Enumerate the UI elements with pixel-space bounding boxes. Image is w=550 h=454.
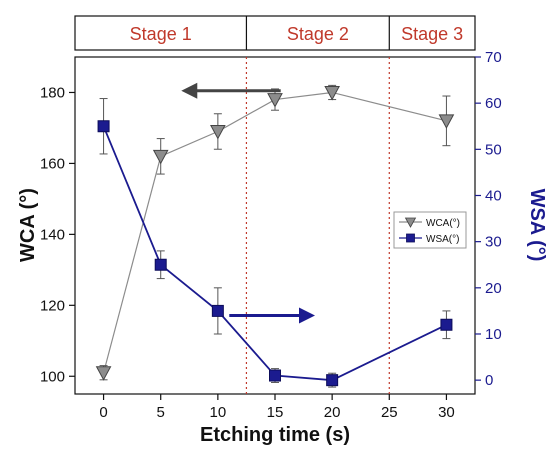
legend-label: WSA(°) [426,234,459,245]
data-point [211,304,224,317]
legend-marker [404,217,417,228]
series-wca [95,84,455,381]
x-tick-label: 20 [324,404,341,421]
series-line [102,91,447,373]
data-point [154,258,167,271]
stage-label: Stage 1 [130,24,192,44]
y-axis-left: 100 120 140 160 180 [40,84,75,385]
y-left-tick-label: 180 [40,84,65,101]
y-axis-right-title: WSA (°) [526,189,548,262]
data-point [95,366,112,381]
data-point [210,124,226,140]
y-right-tick-label: 40 [485,187,502,204]
data-point [269,369,281,382]
data-point [324,85,340,101]
stage-label: Stage 3 [401,24,463,44]
y-axis-right: 0 10 20 30 40 50 60 70 [475,49,502,389]
y-right-tick-label: 60 [485,95,502,112]
wsa-arrow-head [299,307,315,324]
data-point [267,93,283,108]
x-tick-label: 0 [99,404,107,421]
stage-banner-frame [74,15,476,51]
series-line [102,125,447,382]
stage-label: Stage 2 [287,24,349,44]
y-right-tick-label: 10 [485,326,502,343]
y-right-tick-label: 0 [485,372,493,389]
y-right-tick-label: 30 [485,234,502,251]
y-right-tick-label: 50 [485,141,502,158]
data-point [97,120,110,133]
data-point [440,318,453,331]
data-point [152,149,169,165]
x-axis-title: Etching time (s) [200,424,350,446]
y-left-tick-label: 100 [40,368,65,385]
series-wsa [97,98,453,388]
x-tick-label: 5 [157,404,165,421]
y-axis-left-title: WCA (°) [17,188,39,262]
x-tick-label: 30 [438,404,455,421]
y-right-tick-label: 70 [485,49,502,66]
stage-boundary-lines [245,57,390,394]
series-layer [95,84,455,388]
legend-marker [406,233,415,243]
y-left-tick-label: 120 [40,297,65,314]
legend-label: WCA(°) [426,218,460,229]
legend: WCA(°) WSA(°) [393,211,467,249]
x-tick-label: 25 [381,404,398,421]
data-point [438,114,455,129]
x-tick-label: 15 [267,404,284,421]
data-point [326,374,339,387]
direction-arrows [181,82,315,324]
y-left-tick-label: 160 [40,155,65,172]
wca-arrow-head [181,82,198,99]
y-right-tick-label: 20 [485,280,502,297]
y-left-tick-label: 140 [40,226,65,243]
x-tick-label: 10 [210,404,227,421]
x-axis: 0 5 10 15 20 25 30 [99,394,455,421]
stage-banner: Stage 1 Stage 2 Stage 3 [130,16,463,50]
